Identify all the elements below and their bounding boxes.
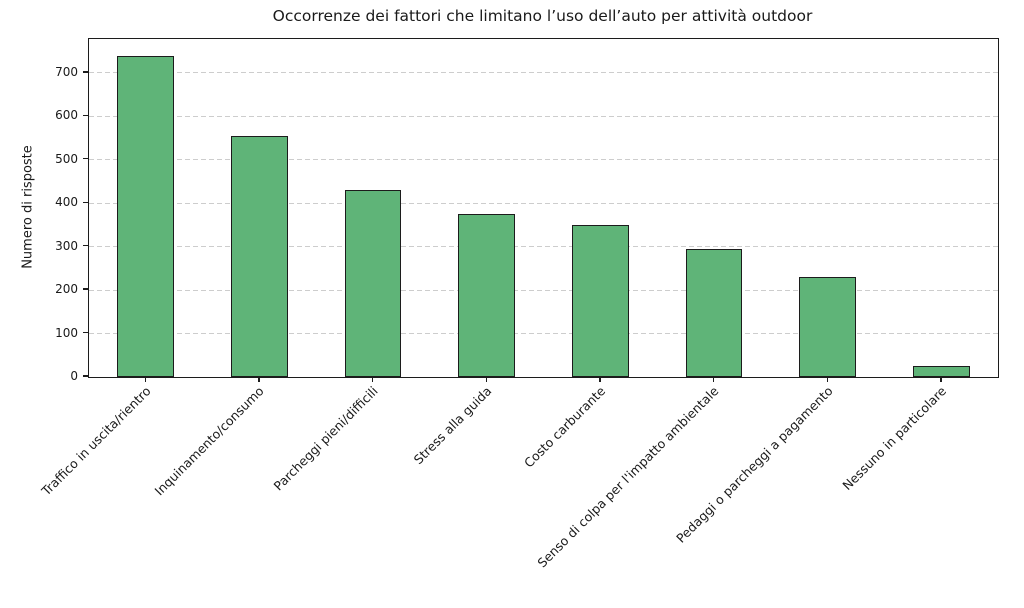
gridline-y-300	[89, 246, 998, 248]
x-tick-mark-3	[372, 377, 374, 383]
bar-7	[799, 277, 856, 377]
plot-area	[88, 38, 999, 378]
y-tick-mark-200	[83, 288, 88, 290]
y-tick-mark-700	[83, 71, 88, 73]
x-tick-mark-7	[826, 377, 828, 383]
y-tick-mark-600	[83, 114, 88, 117]
y-tick-label-200: 200	[55, 282, 78, 297]
y-axis-label: Numero di risposte	[20, 145, 36, 269]
x-tick-mark-1	[144, 377, 147, 383]
y-tick-mark-100	[83, 331, 88, 334]
gridline-y-700	[89, 72, 998, 74]
x-tick-label-5: Costo carburante	[520, 383, 608, 471]
x-tick-label-6: Senso di colpa per l'impatto ambientale	[534, 383, 722, 571]
y-tick-label-700: 700	[55, 64, 78, 79]
x-tick-mark-2	[258, 377, 260, 383]
x-tick-label-1: Traffico in uscita/rientro	[38, 383, 154, 499]
bar-8	[912, 366, 970, 377]
x-tick-label-2: Inquinamento/consumo	[151, 383, 268, 499]
bar-6	[685, 248, 743, 377]
bar-1	[117, 55, 175, 377]
y-tick-mark-300	[83, 244, 88, 247]
x-tick-label-3: Parcheggi pieni/difficili	[270, 383, 381, 494]
x-tick-label-4: Stress alla guida	[410, 383, 495, 468]
gridline-y-400	[89, 202, 998, 204]
x-tick-mark-8	[940, 377, 942, 383]
y-tick-mark-500	[83, 158, 88, 160]
x-tick-mark-6	[712, 377, 715, 383]
x-tick-mark-5	[599, 377, 601, 383]
y-tick-label-0: 0	[70, 369, 78, 383]
y-tick-label-600: 600	[55, 108, 78, 123]
gridline-y-200	[89, 289, 998, 291]
bar-3	[344, 190, 402, 377]
bar-4	[458, 214, 516, 377]
bar-5	[571, 224, 629, 377]
y-tick-mark-0	[83, 375, 88, 377]
bar-2	[231, 135, 288, 377]
y-tick-label-400: 400	[55, 195, 78, 210]
x-tick-label-8: Nessuno in particolare	[839, 383, 949, 494]
y-tick-mark-400	[83, 201, 88, 203]
y-tick-label-500: 500	[55, 151, 78, 166]
y-tick-label-100: 100	[55, 325, 78, 340]
chart-title: Occorrenze dei fattori che limitano l’us…	[272, 7, 813, 25]
y-tick-label-300: 300	[55, 238, 78, 253]
gridline-y-500	[89, 159, 998, 161]
gridline-y-600	[89, 115, 998, 117]
gridline-y-100	[89, 333, 998, 335]
x-tick-mark-4	[485, 377, 488, 383]
